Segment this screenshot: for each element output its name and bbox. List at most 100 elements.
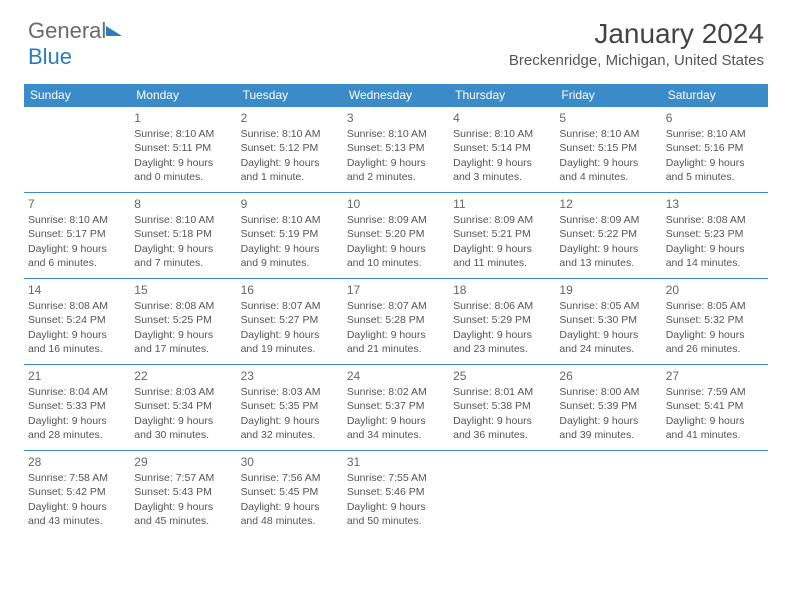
daylight-line: Daylight: 9 hours and 48 minutes. xyxy=(241,500,339,528)
sunset-line: Sunset: 5:33 PM xyxy=(28,399,126,413)
sunrise-line: Sunrise: 8:08 AM xyxy=(666,213,764,227)
weekday-header: Wednesday xyxy=(343,84,449,107)
sunrise-line: Sunrise: 8:08 AM xyxy=(28,299,126,313)
day-number: 4 xyxy=(453,110,551,126)
day-number: 29 xyxy=(134,454,232,470)
day-number: 9 xyxy=(241,196,339,212)
calendar-day: 10Sunrise: 8:09 AMSunset: 5:20 PMDayligh… xyxy=(343,193,449,279)
sunrise-line: Sunrise: 8:10 AM xyxy=(666,127,764,141)
logo-triangle-icon xyxy=(106,18,124,44)
sunrise-line: Sunrise: 8:10 AM xyxy=(28,213,126,227)
logo-text: General Blue xyxy=(28,18,124,70)
daylight-line: Daylight: 9 hours and 5 minutes. xyxy=(666,156,764,184)
day-number: 26 xyxy=(559,368,657,384)
sunset-line: Sunset: 5:38 PM xyxy=(453,399,551,413)
day-number: 14 xyxy=(28,282,126,298)
sunrise-line: Sunrise: 7:59 AM xyxy=(666,385,764,399)
sunset-line: Sunset: 5:27 PM xyxy=(241,313,339,327)
sunrise-line: Sunrise: 8:05 AM xyxy=(666,299,764,313)
calendar-day: 15Sunrise: 8:08 AMSunset: 5:25 PMDayligh… xyxy=(130,279,236,365)
sunrise-line: Sunrise: 8:03 AM xyxy=(241,385,339,399)
sunrise-line: Sunrise: 8:09 AM xyxy=(347,213,445,227)
sunrise-line: Sunrise: 7:58 AM xyxy=(28,471,126,485)
sunrise-line: Sunrise: 8:10 AM xyxy=(241,213,339,227)
sunrise-line: Sunrise: 8:00 AM xyxy=(559,385,657,399)
calendar-day: 4Sunrise: 8:10 AMSunset: 5:14 PMDaylight… xyxy=(449,107,555,193)
daylight-line: Daylight: 9 hours and 34 minutes. xyxy=(347,414,445,442)
calendar-day: 22Sunrise: 8:03 AMSunset: 5:34 PMDayligh… xyxy=(130,365,236,451)
day-number: 7 xyxy=(28,196,126,212)
day-number: 23 xyxy=(241,368,339,384)
sunrise-line: Sunrise: 8:01 AM xyxy=(453,385,551,399)
calendar-day: 13Sunrise: 8:08 AMSunset: 5:23 PMDayligh… xyxy=(662,193,768,279)
sunset-line: Sunset: 5:19 PM xyxy=(241,227,339,241)
sunrise-line: Sunrise: 8:10 AM xyxy=(347,127,445,141)
day-number: 18 xyxy=(453,282,551,298)
calendar-head: SundayMondayTuesdayWednesdayThursdayFrid… xyxy=(24,84,768,107)
daylight-line: Daylight: 9 hours and 36 minutes. xyxy=(453,414,551,442)
day-number: 12 xyxy=(559,196,657,212)
sunset-line: Sunset: 5:43 PM xyxy=(134,485,232,499)
calendar-row: 14Sunrise: 8:08 AMSunset: 5:24 PMDayligh… xyxy=(24,279,768,365)
day-number: 1 xyxy=(134,110,232,126)
calendar-day: 29Sunrise: 7:57 AMSunset: 5:43 PMDayligh… xyxy=(130,451,236,537)
calendar-body: 1Sunrise: 8:10 AMSunset: 5:11 PMDaylight… xyxy=(24,107,768,537)
sunset-line: Sunset: 5:17 PM xyxy=(28,227,126,241)
calendar-row: 1Sunrise: 8:10 AMSunset: 5:11 PMDaylight… xyxy=(24,107,768,193)
day-number: 19 xyxy=(559,282,657,298)
sunrise-line: Sunrise: 7:57 AM xyxy=(134,471,232,485)
daylight-line: Daylight: 9 hours and 4 minutes. xyxy=(559,156,657,184)
daylight-line: Daylight: 9 hours and 6 minutes. xyxy=(28,242,126,270)
calendar-row: 7Sunrise: 8:10 AMSunset: 5:17 PMDaylight… xyxy=(24,193,768,279)
sunset-line: Sunset: 5:37 PM xyxy=(347,399,445,413)
sunset-line: Sunset: 5:25 PM xyxy=(134,313,232,327)
calendar-empty xyxy=(662,451,768,537)
daylight-line: Daylight: 9 hours and 28 minutes. xyxy=(28,414,126,442)
calendar-day: 14Sunrise: 8:08 AMSunset: 5:24 PMDayligh… xyxy=(24,279,130,365)
day-number: 27 xyxy=(666,368,764,384)
day-number: 2 xyxy=(241,110,339,126)
calendar-day: 11Sunrise: 8:09 AMSunset: 5:21 PMDayligh… xyxy=(449,193,555,279)
sunset-line: Sunset: 5:45 PM xyxy=(241,485,339,499)
sunrise-line: Sunrise: 8:08 AM xyxy=(134,299,232,313)
calendar-day: 27Sunrise: 7:59 AMSunset: 5:41 PMDayligh… xyxy=(662,365,768,451)
weekday-header: Sunday xyxy=(24,84,130,107)
sunset-line: Sunset: 5:34 PM xyxy=(134,399,232,413)
daylight-line: Daylight: 9 hours and 14 minutes. xyxy=(666,242,764,270)
daylight-line: Daylight: 9 hours and 43 minutes. xyxy=(28,500,126,528)
header: General Blue January 2024 Breckenridge, … xyxy=(0,0,792,78)
sunset-line: Sunset: 5:23 PM xyxy=(666,227,764,241)
calendar-day: 30Sunrise: 7:56 AMSunset: 5:45 PMDayligh… xyxy=(237,451,343,537)
day-number: 28 xyxy=(28,454,126,470)
calendar-day: 17Sunrise: 8:07 AMSunset: 5:28 PMDayligh… xyxy=(343,279,449,365)
calendar-day: 31Sunrise: 7:55 AMSunset: 5:46 PMDayligh… xyxy=(343,451,449,537)
day-number: 6 xyxy=(666,110,764,126)
day-number: 10 xyxy=(347,196,445,212)
weekday-header: Thursday xyxy=(449,84,555,107)
sunrise-line: Sunrise: 8:03 AM xyxy=(134,385,232,399)
sunrise-line: Sunrise: 8:07 AM xyxy=(347,299,445,313)
calendar-day: 7Sunrise: 8:10 AMSunset: 5:17 PMDaylight… xyxy=(24,193,130,279)
day-number: 8 xyxy=(134,196,232,212)
daylight-line: Daylight: 9 hours and 10 minutes. xyxy=(347,242,445,270)
calendar-day: 6Sunrise: 8:10 AMSunset: 5:16 PMDaylight… xyxy=(662,107,768,193)
daylight-line: Daylight: 9 hours and 17 minutes. xyxy=(134,328,232,356)
sunrise-line: Sunrise: 8:02 AM xyxy=(347,385,445,399)
calendar-day: 28Sunrise: 7:58 AMSunset: 5:42 PMDayligh… xyxy=(24,451,130,537)
weekday-header: Friday xyxy=(555,84,661,107)
sunset-line: Sunset: 5:13 PM xyxy=(347,141,445,155)
daylight-line: Daylight: 9 hours and 50 minutes. xyxy=(347,500,445,528)
sunset-line: Sunset: 5:22 PM xyxy=(559,227,657,241)
day-number: 30 xyxy=(241,454,339,470)
sunrise-line: Sunrise: 8:07 AM xyxy=(241,299,339,313)
sunset-line: Sunset: 5:32 PM xyxy=(666,313,764,327)
sunset-line: Sunset: 5:41 PM xyxy=(666,399,764,413)
day-number: 20 xyxy=(666,282,764,298)
calendar-table: SundayMondayTuesdayWednesdayThursdayFrid… xyxy=(24,84,768,537)
calendar-day: 9Sunrise: 8:10 AMSunset: 5:19 PMDaylight… xyxy=(237,193,343,279)
sunset-line: Sunset: 5:16 PM xyxy=(666,141,764,155)
month-title: January 2024 xyxy=(509,18,764,50)
calendar-day: 12Sunrise: 8:09 AMSunset: 5:22 PMDayligh… xyxy=(555,193,661,279)
daylight-line: Daylight: 9 hours and 0 minutes. xyxy=(134,156,232,184)
sunset-line: Sunset: 5:42 PM xyxy=(28,485,126,499)
